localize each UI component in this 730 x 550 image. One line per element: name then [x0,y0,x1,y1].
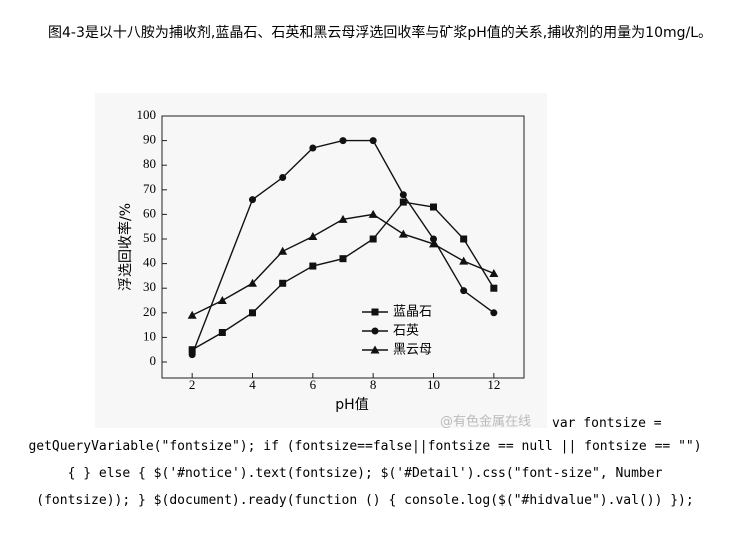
triangle-marker [338,214,348,223]
y-tick-label: 60 [143,205,156,220]
square-marker [490,284,498,292]
triangle-marker [368,209,378,218]
legend-marker [371,327,379,335]
circle-marker [188,351,196,359]
x-axis-label: pH值 [335,397,368,413]
square-marker [339,255,347,263]
square-marker [309,262,317,270]
square-marker [460,235,468,243]
y-tick-label: 70 [143,181,156,196]
circle-marker [339,137,347,145]
circle-marker [430,235,437,243]
x-tick-label: 6 [310,377,317,392]
square-marker [188,346,196,354]
circle-marker [490,309,498,317]
square-marker [218,328,226,336]
circle-marker [369,137,377,145]
x-tick-label: 8 [370,377,377,392]
circle-marker [309,144,317,152]
square-marker [249,309,256,317]
x-tick-label: 2 [189,377,196,392]
triangle-marker [459,256,469,265]
circle-marker [249,196,256,204]
y-tick-label: 80 [143,156,156,171]
triangle-marker [278,246,288,255]
legend-label: 黑云母 [393,343,432,358]
y-tick-label: 100 [137,107,157,122]
square-marker [430,203,437,211]
triangle-marker [429,239,438,248]
code-line: getQueryVariable("fontsize"); if (fontsi… [28,439,702,454]
legend-marker [370,345,380,354]
x-tick-label: 10 [427,377,440,392]
legend-label: 石英 [393,324,419,339]
y-tick-label: 20 [143,304,156,319]
y-tick-label: 10 [143,328,156,343]
y-tick-label: 40 [143,255,156,270]
triangle-marker [217,296,227,305]
triangle-marker [308,232,318,241]
y-axis-label: 浮选回收率/% [117,203,134,291]
triangle-marker [489,268,499,277]
triangle-marker [398,229,408,238]
circle-marker [279,174,287,182]
circle-marker [460,287,468,295]
y-tick-label: 90 [143,132,156,147]
legend-marker [371,308,379,316]
watermark: @有色金属在线 [440,414,531,430]
y-tick-label: 30 [143,279,156,294]
code-line: (fontsize)); } $(document).ready(functio… [36,493,694,508]
series-line [191,139,495,355]
plot-frame [161,115,525,379]
square-marker [279,279,287,287]
code-line: var fontsize = [552,416,662,431]
square-marker [399,198,407,206]
triangle-marker [187,310,197,319]
legend-label: 蓝晶石 [393,305,432,320]
square-marker [369,235,377,243]
x-tick-label: 4 [249,377,256,392]
x-tick-label: 12 [487,377,500,392]
image-background [95,93,547,428]
code-line: { } else { $('#notice').text(fontsize); … [67,466,663,481]
circle-marker [399,191,407,199]
y-tick-label: 50 [143,230,156,245]
paragraph: 图4-3是以十八胺为捕收剂,蓝晶石、石英和黑云母浮选回收率与矿浆pH值的关系,捕… [48,25,713,41]
triangle-marker [248,278,257,287]
y-tick-label: 0 [150,353,157,368]
